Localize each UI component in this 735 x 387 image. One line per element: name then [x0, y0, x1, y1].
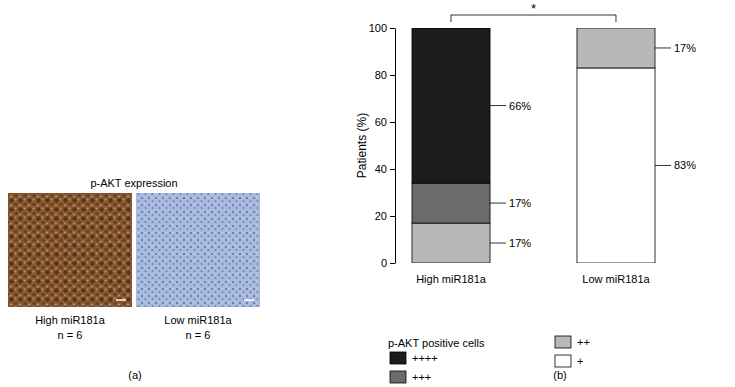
- legend-title: p-AKT positive cells: [388, 337, 485, 349]
- bar-segment: [412, 223, 490, 263]
- scale-bar: [244, 299, 254, 301]
- y-tick: 60: [375, 116, 395, 128]
- y-tick-label: 0: [381, 257, 387, 269]
- y-tick: 40: [375, 163, 395, 175]
- image-n: n = 6: [186, 329, 211, 341]
- significance-bracket: [451, 15, 616, 22]
- scale-bar: [116, 299, 126, 301]
- legend-swatch: [555, 336, 571, 348]
- ihc-image: [8, 193, 132, 307]
- legend: p-AKT positive cells++++++++++: [388, 336, 590, 383]
- y-tick: 100: [369, 22, 395, 34]
- bar-segment: [412, 28, 490, 183]
- ihc-image: [136, 193, 260, 307]
- y-tick-mark: [390, 28, 395, 29]
- y-tick: 0: [381, 257, 395, 269]
- y-tick-label: 60: [375, 116, 387, 128]
- data-label: 66%: [509, 100, 531, 112]
- bar-segment: [577, 28, 655, 68]
- y-tick-mark: [390, 169, 395, 170]
- image-label: High miR181a: [35, 314, 106, 326]
- panel-label: (b): [553, 369, 566, 381]
- bar-segment: [577, 28, 655, 29]
- bar-segment: [577, 28, 655, 29]
- x-tick: High miR181a: [416, 273, 487, 285]
- panel-label: (a): [128, 369, 141, 381]
- y-tick-mark: [390, 216, 395, 217]
- x-tick-label: High miR181a: [416, 273, 487, 285]
- label-leader: [490, 203, 506, 204]
- image-n: n = 6: [58, 329, 83, 341]
- legend-swatch: [555, 355, 571, 367]
- y-tick-label: 40: [375, 163, 387, 175]
- x-tick: Low miR181a: [582, 273, 650, 285]
- y-tick-label: 100: [369, 22, 387, 34]
- legend-swatch: [390, 352, 406, 364]
- x-tick-label: Low miR181a: [582, 273, 650, 285]
- y-tick: 20: [375, 210, 395, 222]
- label-leader: [655, 47, 671, 48]
- x-axis: High miR181a Low miR181a: [416, 273, 650, 285]
- data-label: 83%: [674, 159, 696, 171]
- legend-label: ++++: [412, 352, 438, 364]
- bars: [412, 28, 655, 263]
- bar-segment: [412, 183, 490, 223]
- data-label: 17%: [674, 42, 696, 54]
- y-axis-line: [395, 29, 396, 264]
- legend-label: ++: [577, 336, 590, 348]
- annotation: *: [531, 1, 536, 16]
- y-tick-mark: [390, 122, 395, 123]
- image-label: Low miR181a: [164, 314, 232, 326]
- data-label: 17%: [509, 197, 531, 209]
- panel-a-title: p-AKT expression: [90, 177, 177, 189]
- legend-label: +: [577, 355, 583, 367]
- label-leader: [490, 243, 506, 244]
- data-label: 17%: [509, 237, 531, 249]
- y-tick-label: 80: [375, 69, 387, 81]
- y-tick-mark: [390, 75, 395, 76]
- legend-swatch: [390, 371, 406, 383]
- y-tick: 80: [375, 69, 395, 81]
- y-tick-label: 20: [375, 210, 387, 222]
- y-axis: 0 20 40 60 80 100: [369, 22, 396, 269]
- y-tick-mark: [390, 263, 395, 264]
- y-axis-title: Patients (%): [355, 113, 369, 178]
- label-leader: [490, 105, 506, 106]
- bar-segment: [577, 68, 655, 263]
- label-leader: [655, 165, 671, 166]
- legend-label: +++: [412, 371, 431, 383]
- data-labels: 17% 17% 66% 83% 17%: [490, 42, 696, 249]
